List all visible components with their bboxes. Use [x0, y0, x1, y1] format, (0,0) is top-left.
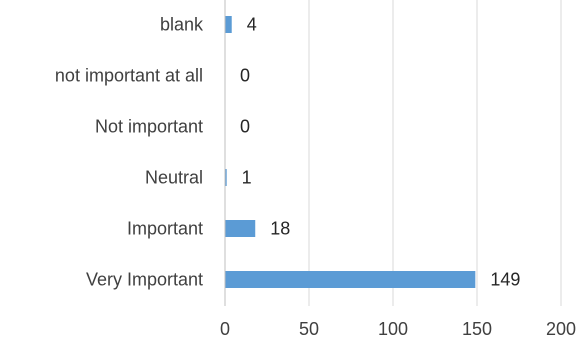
bar [225, 220, 256, 237]
bar [225, 271, 476, 288]
category-label: Not important [95, 117, 203, 137]
data-label: 1 [242, 168, 252, 188]
data-label: 149 [490, 270, 520, 290]
category-label: not important at all [55, 66, 203, 86]
category-label: blank [160, 15, 204, 35]
grid-lines [308, 0, 562, 306]
bars [225, 16, 476, 288]
x-tick-label: 50 [299, 319, 319, 339]
data-label: 18 [270, 219, 290, 239]
data-label: 0 [240, 117, 250, 137]
x-tick-label: 0 [220, 319, 230, 339]
bar [225, 169, 227, 186]
bar [225, 16, 232, 33]
category-label: Important [127, 219, 203, 239]
category-labels: blank not important at all Not important Ne… [55, 15, 204, 290]
x-tick-label: 100 [378, 319, 408, 339]
x-tick-labels: 0 50 100 150 200 [220, 319, 576, 339]
data-label: 4 [247, 15, 257, 35]
category-label: Very Important [86, 270, 203, 290]
category-label: Neutral [145, 168, 203, 188]
data-label: 0 [240, 66, 250, 86]
data-labels: 4 0 0 1 18 149 [240, 15, 520, 290]
x-tick-label: 200 [546, 319, 576, 339]
x-tick-label: 150 [462, 319, 492, 339]
